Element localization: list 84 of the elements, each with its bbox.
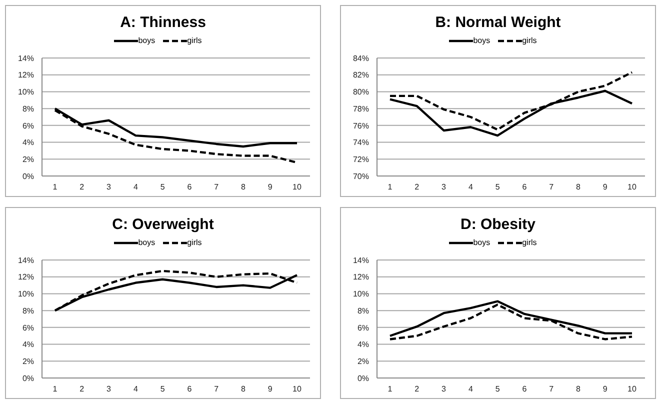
y-tick-label: 12%: [18, 70, 34, 80]
y-tick-label: 70%: [352, 172, 369, 181]
x-tick-label: 5: [495, 182, 500, 192]
legend-label: boys: [138, 36, 156, 45]
y-tick-label: 4%: [357, 340, 369, 350]
x-tick-label: 6: [522, 384, 528, 394]
y-tick-label: 0%: [22, 374, 34, 383]
x-tick-label: 8: [240, 182, 246, 192]
y-tick-label: 2%: [22, 154, 34, 164]
x-tick-label: 9: [268, 384, 273, 394]
legend-label: girls: [187, 36, 202, 45]
y-tick-label: 4%: [22, 138, 34, 148]
x-tick-label: 7: [549, 384, 554, 394]
x-tick-label: 9: [602, 182, 608, 192]
x-tick-label: 8: [240, 384, 246, 394]
legend-label: girls: [522, 238, 537, 247]
x-tick-label: 8: [576, 182, 581, 192]
y-tick-label: 72%: [352, 154, 369, 164]
x-tick-label: 3: [106, 182, 112, 192]
x-tick-label: 4: [133, 384, 138, 394]
legend-label: boys: [473, 36, 490, 45]
y-tick-label: 8%: [22, 306, 34, 316]
x-tick-label: 4: [468, 182, 474, 192]
y-tick-label: 10%: [18, 88, 34, 97]
x-tick-label: 3: [106, 384, 112, 394]
y-tick-label: 2%: [357, 356, 369, 366]
x-tick-label: 4: [468, 384, 474, 394]
y-tick-label: 8%: [357, 306, 369, 316]
y-tick-label: 80%: [352, 88, 369, 97]
y-tick-label: 8%: [22, 104, 34, 114]
x-tick-label: 7: [549, 182, 554, 192]
x-tick-label: 1: [52, 384, 58, 394]
y-tick-label: 12%: [352, 272, 369, 282]
x-tick-label: 7: [214, 384, 220, 394]
y-tick-label: 6%: [357, 323, 369, 332]
y-tick-label: 6%: [22, 121, 34, 130]
x-tick-label: 5: [495, 384, 500, 394]
y-tick-label: 78%: [352, 104, 369, 114]
x-tick-label: 9: [268, 182, 273, 192]
chart-title: A: Thinness: [119, 14, 207, 33]
chart-title: D: Obesity: [459, 216, 536, 235]
x-tick-label: 3: [442, 384, 447, 394]
y-tick-label: 14%: [352, 256, 369, 265]
x-tick-label: 9: [602, 384, 608, 394]
x-tick-label: 3: [442, 182, 447, 192]
y-tick-label: 10%: [18, 290, 34, 299]
x-tick-label: 4: [133, 182, 138, 192]
legend-label: girls: [522, 36, 537, 45]
legend-label: boys: [138, 238, 156, 247]
x-tick-label: 10: [292, 182, 302, 192]
x-tick-label: 7: [214, 182, 220, 192]
x-tick-label: 1: [388, 384, 393, 394]
x-tick-label: 5: [160, 182, 166, 192]
y-tick-label: 2%: [22, 356, 34, 366]
x-tick-label: 10: [628, 182, 637, 192]
x-tick-label: 1: [52, 182, 58, 192]
y-tick-label: 84%: [352, 54, 369, 63]
y-tick-label: 12%: [18, 272, 34, 282]
legend-label: girls: [187, 238, 202, 247]
y-tick-label: 74%: [352, 138, 369, 148]
x-tick-label: 2: [414, 182, 420, 192]
x-tick-label: 10: [628, 384, 637, 394]
y-tick-label: 76%: [352, 121, 369, 130]
x-tick-label: 5: [160, 384, 166, 394]
y-tick-label: 0%: [357, 374, 369, 383]
y-tick-label: 14%: [18, 256, 34, 265]
x-tick-label: 6: [187, 182, 192, 192]
x-tick-label: 2: [414, 384, 420, 394]
x-tick-label: 1: [388, 182, 393, 192]
x-tick-label: 8: [576, 384, 581, 394]
y-tick-label: 14%: [18, 54, 34, 63]
x-tick-label: 6: [522, 182, 528, 192]
legend-label: boys: [473, 238, 490, 247]
x-tick-label: 2: [80, 384, 85, 394]
y-tick-label: 10%: [352, 290, 369, 299]
x-tick-label: 6: [187, 384, 192, 394]
chart-title: B: Normal Weight: [434, 14, 562, 33]
y-tick-label: 4%: [22, 340, 34, 350]
chart-title: C: Overweight: [111, 216, 215, 235]
y-tick-label: 0%: [22, 172, 34, 181]
y-tick-label: 82%: [352, 70, 369, 80]
y-tick-label: 6%: [22, 323, 34, 332]
x-tick-label: 2: [80, 182, 85, 192]
x-tick-label: 10: [292, 384, 302, 394]
